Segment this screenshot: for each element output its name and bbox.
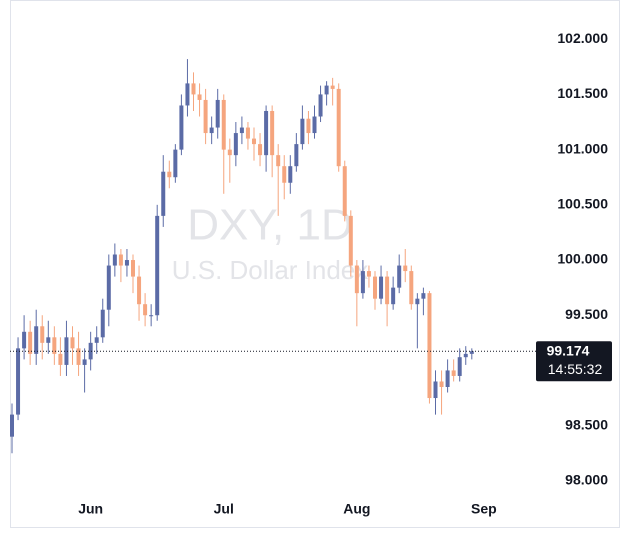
candle-body (258, 144, 263, 156)
candle-body (439, 381, 444, 387)
candle-body (40, 326, 45, 343)
x-tick-label: Jun (78, 501, 103, 517)
candle-body (457, 357, 462, 376)
candle-body (294, 144, 299, 167)
candle-body (179, 105, 184, 150)
candle-body (276, 155, 281, 167)
candle-body (94, 337, 99, 343)
candle-body (397, 265, 402, 288)
chart-frame (10, 0, 620, 528)
candle-body (34, 326, 39, 354)
watermark-description: U.S. Dollar Index (172, 255, 369, 285)
candle-body (118, 254, 123, 266)
last-price-label: 99.174 (547, 342, 590, 358)
candle-body (149, 315, 154, 317)
candle-body (306, 118, 311, 134)
candle-body (239, 127, 244, 134)
candle-body (215, 99, 220, 128)
candle-body (336, 88, 341, 167)
candle-body (245, 127, 250, 139)
candle-body (451, 370, 456, 376)
candle-body (463, 353, 468, 358)
candle-body (403, 265, 408, 272)
candle-body (288, 166, 293, 183)
candle-body (427, 293, 432, 399)
y-tick-label: 100.000 (557, 251, 608, 267)
candle-body (173, 149, 178, 178)
candle-body (124, 260, 129, 266)
last-price-box (536, 341, 612, 382)
candle-body (161, 171, 166, 216)
candle-body (167, 171, 172, 178)
candle-body (137, 276, 142, 305)
candle-body (106, 265, 111, 310)
countdown: 14:55:32 (548, 361, 603, 377)
y-tick-label: 98.500 (565, 416, 608, 432)
candle-body (433, 381, 438, 399)
y-tick-label: 101.500 (557, 85, 608, 101)
candle-body (185, 83, 190, 106)
candle-body (52, 337, 57, 354)
y-tick-label: 100.500 (557, 196, 608, 212)
candle-body (252, 138, 256, 145)
candle-body (76, 348, 81, 365)
y-tick-label: 99.500 (565, 306, 608, 322)
candle-body (22, 331, 27, 349)
candle-body (324, 85, 329, 95)
x-tick-label: Sep (471, 501, 497, 517)
candle-body (233, 133, 238, 156)
x-tick-label: Jul (214, 501, 234, 517)
candle-body (70, 337, 75, 349)
candle-body (312, 116, 317, 134)
candle-body (221, 99, 226, 150)
candle-body (391, 287, 396, 305)
candle-body (409, 271, 414, 305)
candle-body (318, 94, 323, 117)
candle-body (88, 342, 93, 360)
candle-body (191, 83, 196, 95)
y-tick-label: 101.000 (557, 140, 608, 156)
candle-body (28, 331, 33, 354)
candle-body (209, 127, 214, 134)
candle-body (197, 94, 202, 100)
candle-body (300, 118, 305, 145)
candle-body (270, 110, 275, 156)
candle-body (348, 215, 353, 266)
candle-body (58, 353, 63, 365)
candle-body (10, 414, 14, 437)
candle-body (112, 254, 117, 266)
y-tick-label: 98.000 (565, 472, 608, 488)
watermark-symbol: DXY, 1D (187, 201, 353, 250)
candle-body (366, 271, 371, 277)
candle-body (16, 348, 21, 415)
candle-body (342, 166, 347, 216)
candle-body (203, 99, 208, 134)
candle-body (373, 276, 377, 299)
candle-body (421, 293, 426, 299)
candle-body (445, 370, 450, 387)
candle-body (264, 110, 269, 156)
candle-body (227, 149, 232, 156)
candle-body (385, 276, 390, 305)
candle-body (131, 260, 135, 277)
x-tick-label: Aug (343, 501, 370, 517)
candle-body (415, 298, 420, 305)
candle-body (354, 265, 359, 294)
candle-body (82, 359, 87, 365)
candle-body (282, 166, 287, 183)
y-tick-label: 102.000 (557, 30, 608, 46)
candle-body (155, 215, 160, 316)
candle-body (469, 351, 474, 354)
candle-body (330, 85, 335, 89)
candle-body (379, 276, 384, 299)
candle-body (46, 337, 51, 343)
candle-body (64, 337, 69, 365)
candle-body (360, 271, 365, 294)
candle-body (100, 309, 105, 338)
candle-body (143, 304, 148, 316)
